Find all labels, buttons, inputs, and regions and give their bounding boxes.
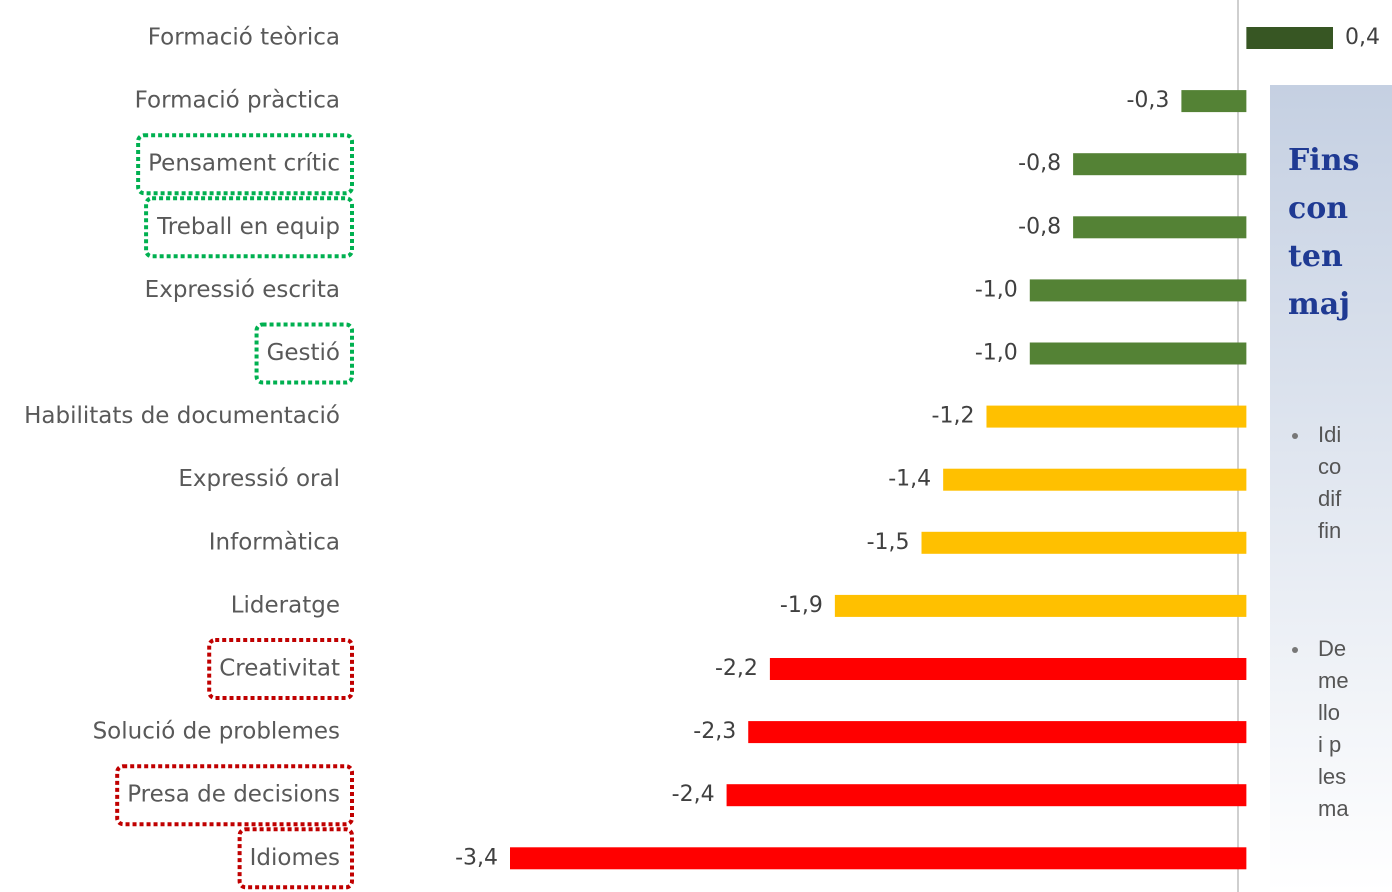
value-label: -0,8 bbox=[1018, 214, 1061, 239]
value-label: -1,0 bbox=[975, 341, 1018, 366]
highlight-box bbox=[207, 638, 354, 700]
highlight-box bbox=[115, 764, 354, 827]
panel-heading: con bbox=[1288, 191, 1348, 226]
bullet-dot bbox=[1292, 647, 1298, 653]
value-label: -2,4 bbox=[672, 782, 715, 807]
category-label: Creativitat bbox=[219, 656, 340, 682]
value-label: -3,4 bbox=[455, 845, 498, 870]
bullet-text: co bbox=[1318, 454, 1341, 479]
category-label: Habilitats de documentació bbox=[24, 403, 340, 429]
value-label: -0,8 bbox=[1018, 151, 1061, 176]
bar bbox=[921, 531, 1247, 554]
category-label: Formació teòrica bbox=[148, 25, 340, 51]
bar bbox=[726, 784, 1247, 807]
value-label: -0,3 bbox=[1126, 88, 1169, 113]
value-label: -1,2 bbox=[932, 404, 975, 429]
panel-heading: ten bbox=[1288, 239, 1343, 274]
bullet-text: les bbox=[1318, 764, 1346, 789]
panel-heading: Fins bbox=[1288, 143, 1359, 178]
category-label: Expressió oral bbox=[178, 466, 340, 492]
category-label: Gestió bbox=[267, 340, 340, 366]
highlight-box bbox=[136, 133, 354, 196]
bullet-text: dif bbox=[1318, 486, 1342, 511]
value-label: -1,0 bbox=[975, 277, 1018, 302]
bar bbox=[986, 405, 1247, 428]
bar bbox=[1181, 90, 1247, 113]
category-label: Pensament crític bbox=[148, 151, 340, 177]
category-label: Treball en equip bbox=[156, 214, 340, 240]
bullet-text: De bbox=[1318, 636, 1346, 661]
category-label: Solució de problemes bbox=[93, 719, 340, 745]
bullet-text: fin bbox=[1318, 518, 1341, 543]
value-label: -1,4 bbox=[888, 467, 931, 492]
value-label: -2,3 bbox=[693, 719, 736, 744]
category-label: Informàtica bbox=[209, 529, 340, 555]
category-label: Idiomes bbox=[250, 845, 340, 871]
value-label: -2,2 bbox=[715, 656, 758, 681]
bar bbox=[1029, 342, 1247, 365]
bar bbox=[1073, 216, 1247, 239]
bar bbox=[1246, 27, 1333, 49]
category-label: Presa de decisions bbox=[127, 782, 340, 808]
value-label: 0,4 bbox=[1345, 25, 1380, 50]
bar bbox=[834, 594, 1247, 617]
highlight-box bbox=[237, 827, 354, 890]
value-label: -1,9 bbox=[780, 593, 823, 618]
category-label: Lideratge bbox=[231, 592, 340, 618]
bar bbox=[510, 847, 1247, 870]
highlight-box bbox=[144, 196, 354, 259]
bullet-text: i p bbox=[1318, 732, 1341, 757]
bullet-dot bbox=[1292, 433, 1298, 439]
value-label: -1,5 bbox=[867, 530, 910, 555]
bar bbox=[769, 658, 1247, 680]
category-label: Expressió escrita bbox=[145, 277, 340, 303]
panel-heading: maj bbox=[1288, 287, 1350, 322]
bar bbox=[1029, 279, 1247, 302]
bullet-text: me bbox=[1318, 668, 1349, 693]
bullet-text: ma bbox=[1318, 796, 1349, 821]
bullet-text: Idi bbox=[1318, 422, 1341, 447]
bar bbox=[748, 721, 1247, 744]
category-label: Formació pràctica bbox=[135, 88, 340, 114]
highlight-box bbox=[254, 322, 354, 385]
text-panel bbox=[1270, 85, 1392, 892]
bar bbox=[943, 468, 1247, 491]
bar bbox=[1073, 153, 1247, 176]
bullet-text: llo bbox=[1318, 700, 1340, 725]
